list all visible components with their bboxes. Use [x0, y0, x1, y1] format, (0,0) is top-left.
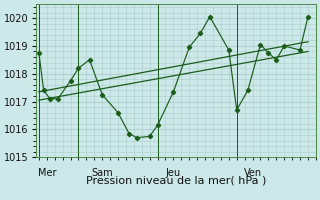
- Text: Sam: Sam: [92, 168, 113, 178]
- Text: Ven: Ven: [244, 168, 261, 178]
- X-axis label: Pression niveau de la mer( hPa ): Pression niveau de la mer( hPa ): [85, 176, 266, 186]
- Text: Jeu: Jeu: [166, 168, 181, 178]
- Text: Mer: Mer: [37, 168, 56, 178]
